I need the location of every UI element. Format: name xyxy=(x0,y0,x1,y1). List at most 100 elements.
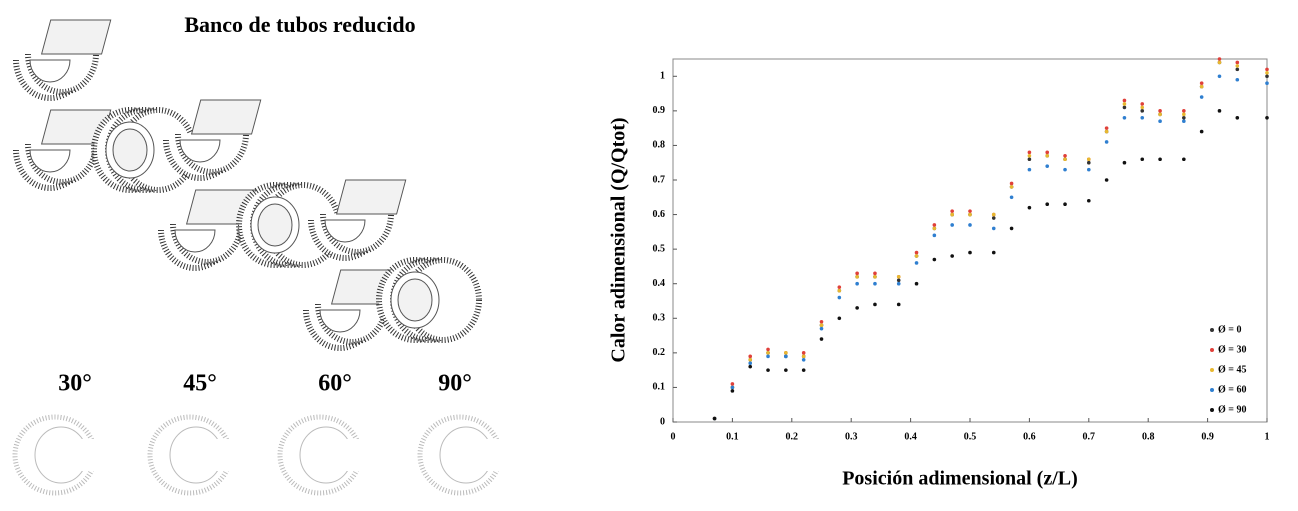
y-tick-label: 0.4 xyxy=(653,278,666,289)
data-point xyxy=(1235,67,1240,72)
legend-label: Ø = 90 xyxy=(1218,404,1246,415)
data-point xyxy=(819,319,824,324)
x-tick-label: 0.4 xyxy=(904,431,917,442)
data-point xyxy=(766,351,770,355)
data-point xyxy=(991,216,996,220)
legend-label: Ø = 45 xyxy=(1218,364,1246,375)
x-tick-label: 0.1 xyxy=(726,431,739,442)
data-point xyxy=(1027,205,1032,210)
data-point xyxy=(968,250,972,255)
data-point xyxy=(837,285,842,289)
data-point xyxy=(950,223,954,227)
data-point xyxy=(1140,102,1145,106)
data-point xyxy=(1158,119,1162,124)
data-point xyxy=(1235,64,1240,68)
data-point xyxy=(801,357,806,362)
data-point xyxy=(1027,150,1032,155)
data-point xyxy=(855,271,859,276)
data-point xyxy=(1217,74,1222,79)
data-point xyxy=(748,361,753,366)
data-point xyxy=(1265,71,1269,75)
data-point xyxy=(1217,109,1222,113)
data-point xyxy=(1027,154,1032,158)
y-tick-label: 0.9 xyxy=(653,105,666,116)
data-point xyxy=(819,323,824,328)
data-point xyxy=(748,364,753,369)
data-point xyxy=(730,385,735,390)
data-point xyxy=(1009,226,1014,231)
data-point xyxy=(766,347,770,352)
data-point xyxy=(855,306,859,310)
data-point xyxy=(801,351,806,355)
data-point xyxy=(968,212,972,217)
data-point xyxy=(1182,119,1186,124)
legend-label: Ø = 0 xyxy=(1218,324,1241,335)
data-point xyxy=(1063,202,1067,206)
y-tick-label: 0.8 xyxy=(653,140,666,151)
data-point xyxy=(1122,98,1127,103)
data-point xyxy=(1140,109,1145,113)
data-point xyxy=(1027,167,1032,172)
plot-frame xyxy=(672,58,1268,423)
angle-label: 60° xyxy=(318,371,352,397)
data-point xyxy=(748,354,753,359)
data-point xyxy=(1009,181,1014,186)
data-point xyxy=(1182,157,1186,162)
data-point xyxy=(1158,109,1162,113)
legend-marker xyxy=(1210,408,1214,412)
y-tick-label: 0.7 xyxy=(653,174,666,185)
x-tick-label: 0.5 xyxy=(964,431,977,442)
data-point xyxy=(932,223,937,227)
data-point xyxy=(914,250,919,255)
data-point xyxy=(1122,160,1127,165)
data-point xyxy=(991,212,996,217)
data-point xyxy=(1265,81,1269,85)
data-point xyxy=(1182,109,1186,113)
data-point xyxy=(914,254,919,258)
x-tick-label: 0 xyxy=(671,431,676,442)
x-tick-label: 1 xyxy=(1265,431,1270,442)
data-point xyxy=(819,337,824,341)
data-point xyxy=(1158,157,1162,162)
x-tick-label: 0.2 xyxy=(786,431,799,442)
data-point xyxy=(1063,167,1067,172)
data-point xyxy=(801,368,806,372)
data-point xyxy=(1045,154,1050,158)
data-point xyxy=(766,354,770,359)
data-point xyxy=(991,250,996,255)
data-point xyxy=(1009,195,1014,200)
legend-label: Ø = 30 xyxy=(1218,344,1246,355)
data-point xyxy=(1122,102,1127,106)
legend-marker xyxy=(1210,388,1214,392)
y-tick-label: 0.1 xyxy=(653,382,666,393)
y-tick-label: 0.5 xyxy=(653,243,666,254)
data-point xyxy=(1045,202,1050,206)
data-point xyxy=(1182,112,1186,117)
legend-marker xyxy=(1210,328,1214,332)
data-point xyxy=(896,275,901,279)
data-point xyxy=(1217,57,1222,61)
data-point xyxy=(1235,77,1240,82)
data-point xyxy=(896,278,901,283)
tube-bank-illustration xyxy=(15,20,508,493)
data-point xyxy=(784,351,788,355)
data-point xyxy=(1182,115,1186,120)
data-point xyxy=(1045,164,1050,168)
data-point xyxy=(1140,115,1145,120)
data-point xyxy=(1235,60,1240,65)
data-point xyxy=(1158,112,1162,117)
data-point xyxy=(1104,178,1109,182)
data-point xyxy=(1140,105,1145,110)
angle-label: 30° xyxy=(58,371,92,397)
angle-label: 45° xyxy=(183,371,217,397)
x-tick-label: 0.7 xyxy=(1083,431,1096,442)
data-point xyxy=(1045,150,1050,155)
data-point xyxy=(1104,126,1109,130)
x-tick-label: 0.3 xyxy=(845,431,858,442)
legend-marker xyxy=(1210,348,1214,352)
data-point xyxy=(968,209,972,213)
data-point xyxy=(801,354,806,359)
data-point xyxy=(873,275,877,279)
data-point xyxy=(1087,167,1091,172)
